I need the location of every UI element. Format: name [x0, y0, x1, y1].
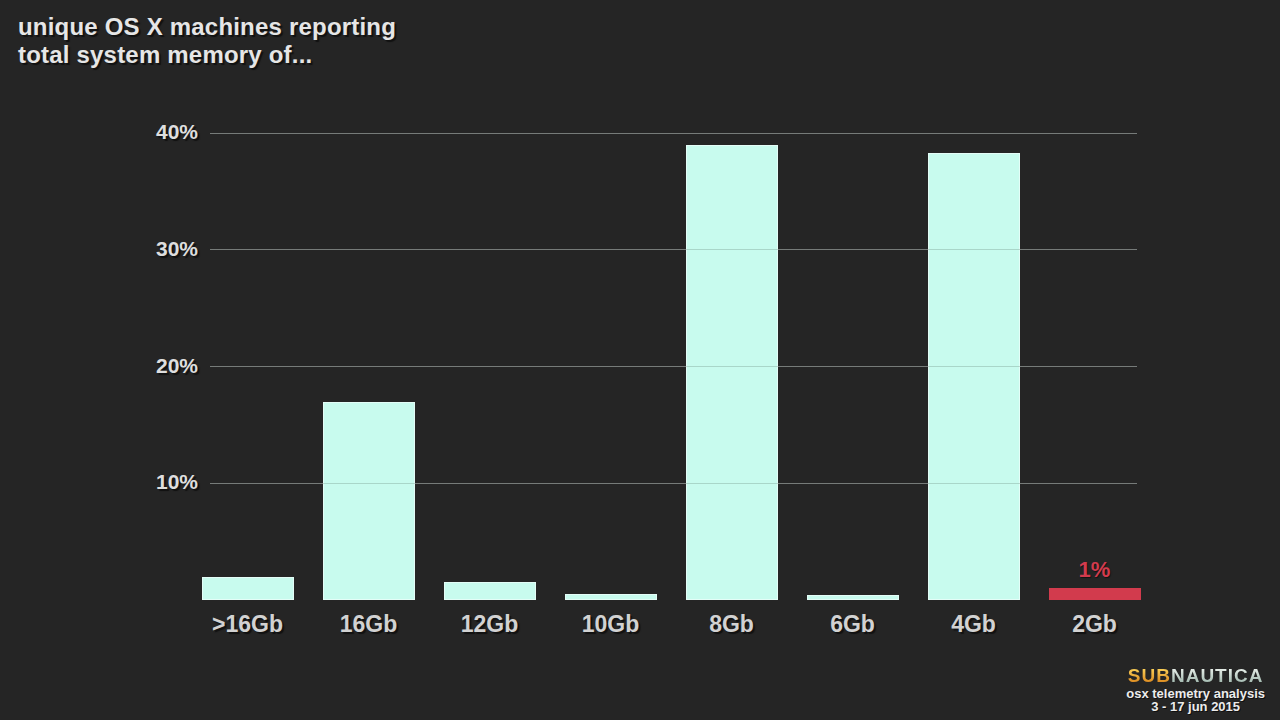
- bar-8Gb: [686, 145, 778, 600]
- gridline-overlay-40: [210, 133, 1137, 134]
- gridline-overlay-30: [210, 249, 1137, 250]
- x-axis-category-label: 12Gb: [425, 611, 555, 638]
- subnautica-logo: SUBNAUTICA: [1126, 666, 1265, 686]
- y-axis-tick-label: 40%: [110, 120, 198, 144]
- x-axis-category-label: 10Gb: [546, 611, 676, 638]
- footer-logo-block: SUBNAUTICA osx telemetry analysis 3 - 17…: [1126, 666, 1265, 713]
- x-axis-category-label: >16Gb: [183, 611, 313, 638]
- bar-12Gb: [444, 582, 536, 600]
- chart-title: unique OS X machines reporting total sys…: [18, 13, 396, 69]
- y-axis-tick-label: 30%: [110, 237, 198, 261]
- bar-16Gb: [323, 402, 415, 600]
- gridline-overlay-20: [210, 366, 1137, 367]
- x-axis-category-label: 8Gb: [667, 611, 797, 638]
- chart-title-line2: total system memory of...: [18, 41, 396, 69]
- x-axis-category-label: 16Gb: [304, 611, 434, 638]
- bar-10Gb: [565, 594, 657, 600]
- y-axis-tick-label: 20%: [110, 354, 198, 378]
- slide-background: unique OS X machines reporting total sys…: [0, 0, 1280, 720]
- x-axis-category-label: 6Gb: [788, 611, 918, 638]
- bar-gt16Gb: [202, 577, 294, 600]
- footer-date-range: 3 - 17 jun 2015: [1126, 700, 1265, 713]
- highlight-value-label: 1%: [1030, 557, 1160, 583]
- bar-2Gb: [1049, 588, 1141, 600]
- gridline-overlay-10: [210, 483, 1137, 484]
- logo-text-sub: SUB: [1128, 665, 1171, 686]
- y-axis-tick-label: 10%: [110, 470, 198, 494]
- logo-text-nautica: NAUTICA: [1171, 665, 1264, 686]
- x-axis-category-label: 2Gb: [1030, 611, 1160, 638]
- bar-6Gb: [807, 595, 899, 600]
- bar-4Gb: [928, 153, 1020, 600]
- x-axis-category-label: 4Gb: [909, 611, 1039, 638]
- chart-title-line1: unique OS X machines reporting: [18, 13, 396, 41]
